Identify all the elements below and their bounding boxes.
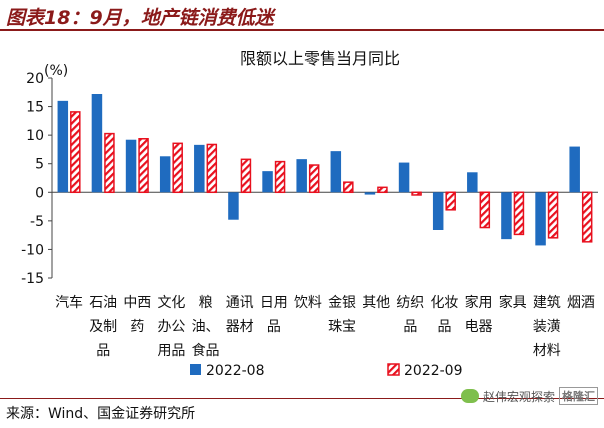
x-category-label: 药	[130, 319, 144, 335]
x-category-label: 金银	[328, 295, 356, 311]
x-category-label: 油、	[192, 319, 220, 335]
y-tick-label: 20	[26, 71, 44, 87]
bar-2022-09	[513, 191, 525, 236]
bar-2022-08	[91, 94, 103, 193]
x-category-label: 器材	[226, 319, 254, 335]
legend: 2022-08 2022-09	[190, 363, 463, 379]
wechat-icon	[460, 389, 479, 403]
x-category-label: 其他	[362, 295, 390, 311]
bar-2022-09	[479, 191, 491, 229]
x-category-label: 及制	[89, 319, 117, 335]
y-tick-label: -10	[21, 242, 44, 258]
x-category-label: 纺织	[396, 295, 424, 311]
x-category-label: 文化	[157, 295, 185, 311]
bar-2022-08	[194, 144, 205, 193]
x-category-label: 装潢	[533, 319, 561, 335]
x-category-label: 用品	[157, 343, 185, 359]
bar-2022-09	[70, 111, 81, 194]
bar-2022-09	[581, 191, 593, 243]
bar-2022-08	[569, 146, 580, 193]
footer-divider	[0, 398, 604, 399]
watermark-logo: 格隆汇	[559, 387, 598, 405]
watermark: 赵伟宏观探索 格隆汇	[460, 387, 598, 405]
x-category-label: 石油	[89, 295, 117, 311]
x-category-label: 珠宝	[328, 319, 356, 335]
x-category-label: 粮	[199, 295, 213, 311]
bars	[57, 94, 593, 246]
header-divider	[0, 29, 604, 31]
y-tick-label: 5	[35, 157, 44, 173]
x-category-label: 汽车	[55, 294, 83, 311]
bar-2022-08	[501, 192, 512, 240]
bar-2022-08	[364, 192, 376, 195]
bar-2022-09	[445, 191, 456, 211]
x-category-label: 品	[96, 343, 110, 359]
y-tick-label: 10	[26, 128, 44, 144]
x-category-label: 烟酒	[567, 295, 595, 311]
x-category-label: 通讯	[226, 295, 254, 311]
y-tick-label: 15	[26, 100, 44, 116]
bar-2022-08	[535, 192, 546, 246]
x-category-label: 日用	[260, 295, 288, 311]
bar-2022-09	[172, 142, 183, 194]
legend-label: 2022-08	[206, 363, 265, 379]
x-category-label: 品	[267, 319, 281, 335]
bar-2022-08	[228, 192, 239, 220]
bar-2022-09	[138, 138, 149, 194]
bar-2022-08	[57, 100, 69, 193]
figure-title: 图表18：9月，地产链消费低迷	[6, 7, 274, 29]
x-category-label: 品	[437, 319, 451, 335]
bar-2022-08	[467, 172, 478, 193]
bar-2022-09	[411, 191, 422, 196]
bar-2022-08	[296, 159, 307, 193]
bar-2022-09	[240, 158, 252, 194]
x-category-label: 食品	[192, 342, 220, 359]
x-category-label: 建筑	[533, 295, 561, 311]
chart-title: 限额以上零售当月同比	[240, 49, 400, 68]
x-category-label: 材料	[533, 343, 561, 359]
bar-2022-08	[432, 192, 444, 230]
x-category-label: 饮料	[294, 295, 322, 311]
y-tick-label: -15	[21, 271, 44, 287]
bar-2022-09	[308, 164, 320, 194]
x-category-label: 品	[403, 319, 417, 335]
legend-swatch-2022-09	[387, 363, 400, 376]
y-axis-unit-label: (%)	[44, 63, 68, 79]
bar-2022-09	[343, 181, 354, 194]
bar-2022-09	[104, 132, 115, 194]
x-category-label: 家具	[499, 294, 527, 311]
x-category-label: 化妆	[430, 295, 458, 311]
y-tick-label: 0	[35, 185, 44, 201]
y-tick-label: -5	[30, 214, 44, 230]
bar-2022-08	[125, 139, 137, 193]
source-note: 来源：Wind、国金证券研究所	[6, 406, 196, 422]
legend-label: 2022-09	[404, 363, 463, 379]
legend-swatch-2022-08	[190, 364, 201, 375]
bar-2022-08	[159, 156, 171, 193]
x-category-label: 电器	[465, 319, 493, 335]
x-category-label: 办公	[157, 319, 185, 335]
watermark-text: 赵伟宏观探索	[482, 389, 555, 404]
bar-2022-08	[262, 171, 273, 193]
bar-2022-08	[398, 162, 410, 193]
x-category-label: 家用	[465, 294, 493, 311]
bar-2022-09	[547, 191, 559, 239]
x-category-label: 中西	[123, 295, 151, 311]
bar-2022-09	[377, 186, 388, 194]
figure-header: 图表18：9月，地产链消费低迷	[0, 0, 604, 31]
bar-2022-08	[330, 151, 342, 193]
bar-2022-09	[206, 143, 218, 194]
bar-2022-09	[274, 160, 286, 194]
